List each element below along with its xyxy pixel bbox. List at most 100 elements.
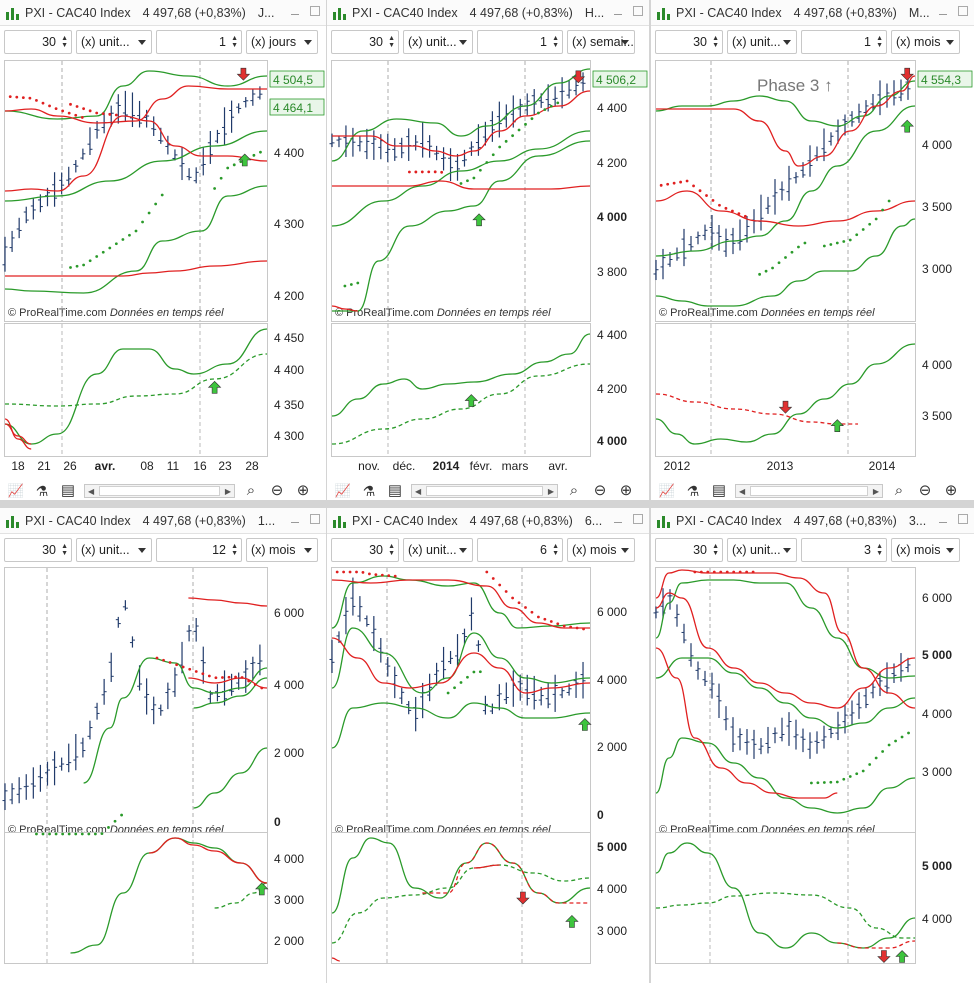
stepper-arrows-icon[interactable]: ▲ ▼ <box>231 35 238 49</box>
minimize-icon[interactable] <box>613 514 623 524</box>
indicator-chart-area[interactable] <box>331 323 591 457</box>
stepper-arrows-icon[interactable]: ▲ ▼ <box>61 543 68 557</box>
scroll-right-icon[interactable]: ▶ <box>547 487 554 496</box>
scroll-thumb[interactable] <box>750 486 868 496</box>
scroll-right-icon[interactable]: ▶ <box>224 487 231 496</box>
units-dropdown[interactable]: (x) unit... <box>76 30 152 54</box>
chevron-down-icon[interactable] <box>138 40 146 45</box>
chevron-down-icon[interactable] <box>138 548 146 553</box>
maximize-icon[interactable] <box>958 6 968 16</box>
units-stepper[interactable]: 30 ▲ ▼ <box>655 30 723 54</box>
maximize-icon[interactable] <box>633 514 643 524</box>
print-icon[interactable]: ▤ <box>711 482 727 499</box>
stepper-arrows-icon[interactable]: ▲ ▼ <box>231 543 238 557</box>
units-stepper[interactable]: 30 ▲ ▼ <box>331 30 399 54</box>
period-dropdown[interactable]: (x) mois <box>246 538 318 562</box>
chevron-down-icon[interactable] <box>304 548 312 553</box>
window-title-bar[interactable]: PXI - CAC40 Index 4 497,68 (+0,83%) H... <box>327 0 649 26</box>
count-stepper[interactable]: 3 ▲ ▼ <box>801 538 887 562</box>
period-dropdown[interactable]: (x) mois <box>891 30 960 54</box>
stepper-arrows-icon[interactable]: ▲ ▼ <box>876 35 883 49</box>
period-dropdown[interactable]: (x) jours <box>246 30 318 54</box>
minimize-icon[interactable] <box>613 6 623 16</box>
stepper-arrows-icon[interactable]: ▲ ▼ <box>388 543 395 557</box>
zoom-mode-icon[interactable]: ⌕ <box>569 482 579 499</box>
period-dropdown[interactable]: (x) mois <box>567 538 635 562</box>
scroll-left-icon[interactable]: ◀ <box>415 487 422 496</box>
stepper-arrows-icon[interactable]: ▲ ▼ <box>876 543 883 557</box>
zoom-in-icon[interactable]: ⊕ <box>296 482 310 499</box>
units-dropdown[interactable]: (x) unit... <box>76 538 152 562</box>
zoom-mode-icon[interactable]: ⌕ <box>894 482 904 499</box>
scroll-thumb[interactable] <box>426 486 543 496</box>
chevron-down-icon[interactable] <box>946 548 954 553</box>
units-stepper[interactable]: 30 ▲ ▼ <box>331 538 399 562</box>
window-title-bar[interactable]: PXI - CAC40 Index 4 497,68 (+0,83%) 6... <box>327 508 649 534</box>
stepper-arrows-icon[interactable]: ▲ ▼ <box>61 35 68 49</box>
units-stepper[interactable]: 30 ▲ ▼ <box>655 538 723 562</box>
scroll-left-icon[interactable]: ◀ <box>88 487 95 496</box>
horizontal-scrollbar[interactable]: ◀ ▶ <box>84 484 235 498</box>
chart-line-icon[interactable]: 📈 <box>7 483 25 498</box>
minimize-icon[interactable] <box>290 6 300 16</box>
indicator-chart-area[interactable] <box>655 323 916 457</box>
scroll-left-icon[interactable]: ◀ <box>739 487 746 496</box>
indicator-icon[interactable]: ⚗ <box>35 483 49 499</box>
count-stepper[interactable]: 1 ▲ ▼ <box>156 30 242 54</box>
zoom-in-icon[interactable]: ⊕ <box>944 482 958 499</box>
indicator-chart-area[interactable] <box>331 832 591 964</box>
chevron-down-icon[interactable] <box>783 548 791 553</box>
units-stepper[interactable]: 30 ▲ ▼ <box>4 538 72 562</box>
minimize-icon[interactable] <box>938 6 948 16</box>
chevron-down-icon[interactable] <box>783 40 791 45</box>
count-stepper[interactable]: 1 ▲ ▼ <box>477 30 563 54</box>
zoom-out-icon[interactable]: ⊖ <box>270 482 284 499</box>
chevron-down-icon[interactable] <box>621 548 629 553</box>
count-stepper[interactable]: 1 ▲ ▼ <box>801 30 887 54</box>
stepper-arrows-icon[interactable]: ▲ ▼ <box>552 543 559 557</box>
window-title-bar[interactable]: PXI - CAC40 Index 4 497,68 (+0,83%) J... <box>0 0 326 26</box>
window-title-bar[interactable]: PXI - CAC40 Index 4 497,68 (+0,83%) 3... <box>651 508 974 534</box>
chevron-down-icon[interactable] <box>459 40 467 45</box>
zoom-in-icon[interactable]: ⊕ <box>619 482 633 499</box>
maximize-icon[interactable] <box>633 6 643 16</box>
chevron-down-icon[interactable] <box>304 40 312 45</box>
chart-line-icon[interactable]: 📈 <box>658 483 676 498</box>
period-dropdown[interactable]: (x) semai... <box>567 30 635 54</box>
indicator-chart-area[interactable] <box>4 323 268 457</box>
units-dropdown[interactable]: (x) unit... <box>727 30 797 54</box>
window-title-bar[interactable]: PXI - CAC40 Index 4 497,68 (+0,83%) M... <box>651 0 974 26</box>
units-stepper[interactable]: 30 ▲ ▼ <box>4 30 72 54</box>
stepper-arrows-icon[interactable]: ▲ ▼ <box>712 543 719 557</box>
chevron-down-icon[interactable] <box>621 40 629 45</box>
chevron-down-icon[interactable] <box>946 40 954 45</box>
indicator-icon[interactable]: ⚗ <box>362 483 376 499</box>
window-title-bar[interactable]: PXI - CAC40 Index 4 497,68 (+0,83%) 1... <box>0 508 326 534</box>
print-icon[interactable]: ▤ <box>387 482 403 499</box>
zoom-out-icon[interactable]: ⊖ <box>918 482 932 499</box>
units-dropdown[interactable]: (x) unit... <box>403 538 473 562</box>
minimize-icon[interactable] <box>290 514 300 524</box>
scroll-thumb[interactable] <box>99 486 220 496</box>
print-icon[interactable]: ▤ <box>60 482 76 499</box>
count-stepper[interactable]: 6 ▲ ▼ <box>477 538 563 562</box>
maximize-icon[interactable] <box>958 514 968 524</box>
maximize-icon[interactable] <box>310 514 320 524</box>
scroll-right-icon[interactable]: ▶ <box>872 487 879 496</box>
stepper-arrows-icon[interactable]: ▲ ▼ <box>388 35 395 49</box>
stepper-arrows-icon[interactable]: ▲ ▼ <box>712 35 719 49</box>
indicator-icon[interactable]: ⚗ <box>686 483 700 499</box>
period-dropdown[interactable]: (x) mois <box>891 538 960 562</box>
horizontal-scrollbar[interactable]: ◀ ▶ <box>411 484 558 498</box>
chart-line-icon[interactable]: 📈 <box>334 483 352 498</box>
indicator-chart-area[interactable] <box>655 832 916 964</box>
zoom-out-icon[interactable]: ⊖ <box>593 482 607 499</box>
count-stepper[interactable]: 12 ▲ ▼ <box>156 538 242 562</box>
zoom-mode-icon[interactable]: ⌕ <box>246 482 256 499</box>
chevron-down-icon[interactable] <box>459 548 467 553</box>
maximize-icon[interactable] <box>310 6 320 16</box>
minimize-icon[interactable] <box>938 514 948 524</box>
units-dropdown[interactable]: (x) unit... <box>727 538 797 562</box>
horizontal-scrollbar[interactable]: ◀ ▶ <box>735 484 883 498</box>
stepper-arrows-icon[interactable]: ▲ ▼ <box>552 35 559 49</box>
